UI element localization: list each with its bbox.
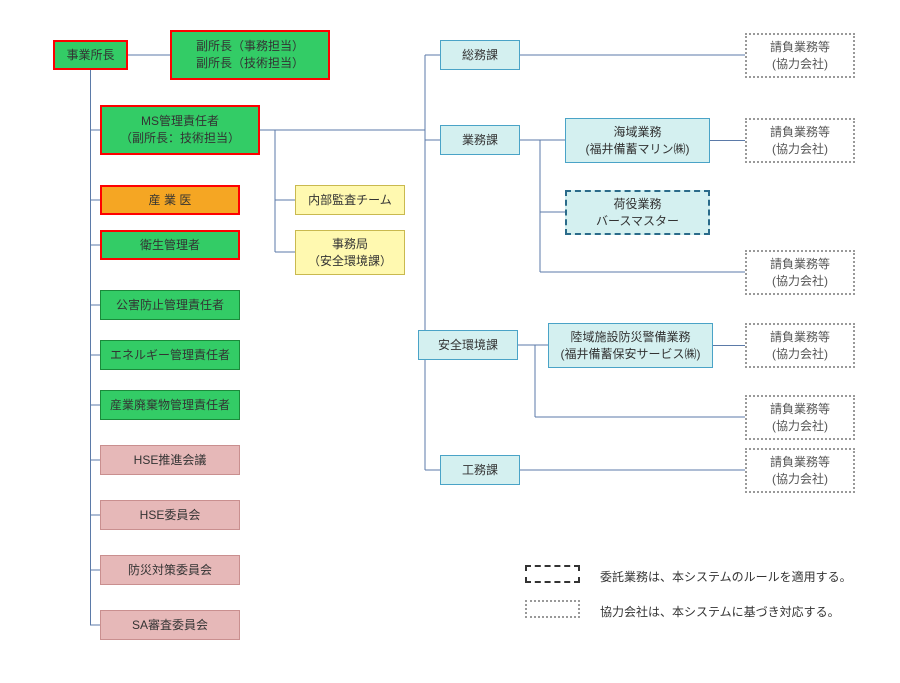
node-berth-label: バースマスター	[596, 213, 679, 230]
node-c2: 請負業務等(協力会社)	[745, 118, 855, 163]
node-c4-label: 請負業務等	[770, 329, 830, 346]
node-hygiene-label: 衛生管理者	[140, 237, 200, 254]
org-chart: 事業所長 副所長（事務担当）副所長（技術担当） MS管理責任者（副所長：技術担当） 産…	[0, 0, 900, 683]
node-director: 事業所長	[53, 40, 128, 70]
node-c5-label: (協力会社)	[772, 418, 828, 435]
node-works: 工務課	[440, 455, 520, 485]
node-pollution: 公害防止管理責任者	[100, 290, 240, 320]
node-sanitary-doc-label: 産 業 医	[149, 192, 192, 209]
node-hygiene: 衛生管理者	[100, 230, 240, 260]
node-land-label: 陸域施設防災警備業務	[570, 329, 690, 346]
node-safety-label: 安全環境課	[438, 337, 498, 354]
node-land-label: (福井備蓄保安サービス㈱)	[561, 346, 701, 363]
node-energy-label: エネルギー管理責任者	[110, 347, 230, 364]
node-c6-label: (協力会社)	[772, 471, 828, 488]
node-audit-label: 内部監査チーム	[308, 192, 392, 209]
node-ms-label: MS管理責任者	[141, 113, 219, 130]
node-berth-label: 荷役業務	[613, 196, 661, 213]
node-office: 事務局（安全環境課）	[295, 230, 405, 275]
node-marine-label: (福井備蓄マリン㈱)	[586, 141, 690, 158]
node-hse-comm: HSE委員会	[100, 500, 240, 530]
node-c5-label: 請負業務等	[770, 401, 830, 418]
node-c6: 請負業務等(協力会社)	[745, 448, 855, 493]
node-hse-promo-label: HSE推進会議	[134, 452, 207, 469]
node-ms: MS管理責任者（副所長：技術担当）	[100, 105, 260, 155]
node-office-label: （安全環境課）	[308, 253, 392, 270]
node-audit: 内部監査チーム	[295, 185, 405, 215]
legend-label-dot: 協力会社は、本システムに基づき対応する。	[600, 603, 840, 620]
node-business-label: 業務課	[462, 132, 498, 149]
node-deputy-label: 副所長（技術担当）	[196, 55, 304, 72]
node-waste-label: 産業廃棄物管理責任者	[110, 397, 230, 414]
node-c3: 請負業務等(協力会社)	[745, 250, 855, 295]
legend-label-dash: 委託業務は、本システムのルールを適用する。	[600, 568, 852, 585]
node-c2-label: 請負業務等	[770, 124, 830, 141]
legend-swatch-dash	[525, 565, 580, 583]
node-c5: 請負業務等(協力会社)	[745, 395, 855, 440]
node-marine-label: 海域業務	[613, 124, 661, 141]
node-c6-label: 請負業務等	[770, 454, 830, 471]
node-hse-comm-label: HSE委員会	[140, 507, 201, 524]
node-hse-promo: HSE推進会議	[100, 445, 240, 475]
node-office-label: 事務局	[332, 236, 368, 253]
node-c4: 請負業務等(協力会社)	[745, 323, 855, 368]
node-sanitary-doc: 産 業 医	[100, 185, 240, 215]
legend-swatch-dot	[525, 600, 580, 618]
node-deputy: 副所長（事務担当）副所長（技術担当）	[170, 30, 330, 80]
node-berth: 荷役業務バースマスター	[565, 190, 710, 235]
node-land: 陸域施設防災警備業務(福井備蓄保安サービス㈱)	[548, 323, 713, 368]
node-c1-label: 請負業務等	[770, 39, 830, 56]
node-works-label: 工務課	[462, 462, 498, 479]
node-sa: SA審査委員会	[100, 610, 240, 640]
node-disaster-label: 防災対策委員会	[128, 562, 212, 579]
node-c3-label: (協力会社)	[772, 273, 828, 290]
node-pollution-label: 公害防止管理責任者	[116, 297, 224, 314]
node-general: 総務課	[440, 40, 520, 70]
node-marine: 海域業務(福井備蓄マリン㈱)	[565, 118, 710, 163]
node-c4-label: (協力会社)	[772, 346, 828, 363]
node-safety: 安全環境課	[418, 330, 518, 360]
node-c3-label: 請負業務等	[770, 256, 830, 273]
node-sa-label: SA審査委員会	[132, 617, 208, 634]
node-disaster: 防災対策委員会	[100, 555, 240, 585]
node-director-label: 事業所長	[66, 47, 114, 64]
node-waste: 産業廃棄物管理責任者	[100, 390, 240, 420]
node-ms-label: （副所長：技術担当）	[120, 130, 240, 147]
node-c2-label: (協力会社)	[772, 141, 828, 158]
node-deputy-label: 副所長（事務担当）	[196, 38, 304, 55]
node-general-label: 総務課	[462, 47, 498, 64]
node-business: 業務課	[440, 125, 520, 155]
node-c1-label: (協力会社)	[772, 56, 828, 73]
node-energy: エネルギー管理責任者	[100, 340, 240, 370]
node-c1: 請負業務等(協力会社)	[745, 33, 855, 78]
